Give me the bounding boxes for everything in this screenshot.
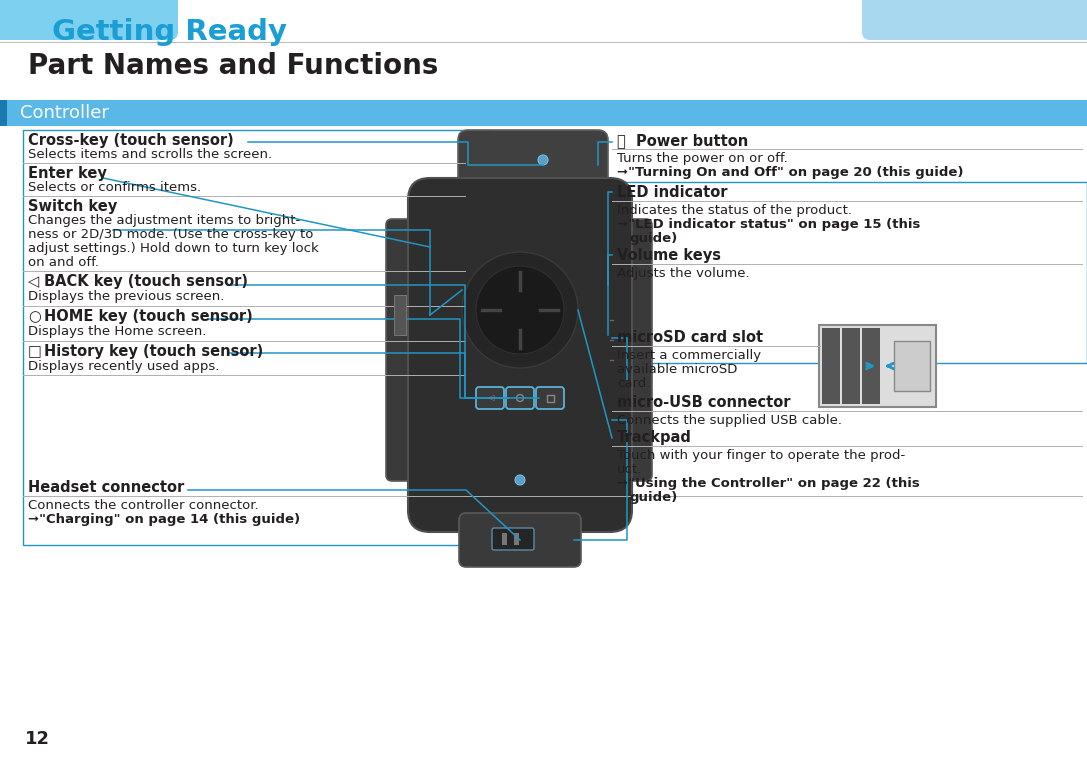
Bar	[502, 533, 507, 545]
Text: Displays recently used apps.: Displays recently used apps.	[28, 360, 220, 373]
Text: Connects the supplied USB cable.: Connects the supplied USB cable.	[617, 414, 842, 427]
Text: uct.: uct.	[617, 463, 642, 476]
Text: Changes the adjustment items to bright-: Changes the adjustment items to bright-	[28, 214, 300, 227]
Text: Controller: Controller	[20, 104, 109, 122]
Text: Indicates the status of the product.: Indicates the status of the product.	[617, 204, 852, 217]
Bar	[514, 533, 518, 545]
Text: adjust settings.) Hold down to turn key lock: adjust settings.) Hold down to turn key …	[28, 242, 318, 255]
Text: ness or 2D/3D mode. (Use the cross-key to: ness or 2D/3D mode. (Use the cross-key t…	[28, 228, 313, 241]
Text: BACK key (touch sensor): BACK key (touch sensor)	[43, 274, 248, 289]
Text: Part Names and Functions: Part Names and Functions	[28, 52, 438, 80]
Circle shape	[515, 475, 525, 485]
Text: ➞"Using the Controller" on page 22 (this: ➞"Using the Controller" on page 22 (this	[617, 477, 920, 490]
FancyBboxPatch shape	[0, 0, 178, 40]
Text: ◁: ◁	[28, 274, 39, 289]
Text: History key (touch sensor): History key (touch sensor)	[43, 344, 263, 359]
Text: ➞"Charging" on page 14 (this guide): ➞"Charging" on page 14 (this guide)	[28, 513, 300, 526]
FancyBboxPatch shape	[458, 130, 608, 200]
Text: Displays the Home screen.: Displays the Home screen.	[28, 325, 207, 338]
Text: Volume keys: Volume keys	[617, 248, 721, 263]
FancyBboxPatch shape	[476, 387, 504, 409]
Bar	[612, 355, 620, 375]
Bar	[842, 328, 860, 404]
Bar	[0, 100, 7, 126]
Text: □: □	[28, 344, 42, 359]
Text: Cross-key (touch sensor): Cross-key (touch sensor)	[28, 133, 234, 148]
Text: Switch key: Switch key	[28, 199, 117, 214]
Bar	[862, 328, 880, 404]
Text: ⏻  Power button: ⏻ Power button	[617, 133, 748, 148]
Text: microSD card slot: microSD card slot	[617, 330, 763, 345]
Text: card.: card.	[617, 377, 650, 390]
Bar	[547, 394, 553, 401]
FancyBboxPatch shape	[862, 0, 1087, 40]
Text: LED indicator: LED indicator	[617, 185, 727, 200]
FancyBboxPatch shape	[386, 219, 436, 481]
Text: Headset connector: Headset connector	[28, 480, 185, 495]
Text: HOME key (touch sensor): HOME key (touch sensor)	[43, 309, 253, 324]
Bar	[0, 100, 1087, 126]
Text: Selects items and scrolls the screen.: Selects items and scrolls the screen.	[28, 148, 272, 161]
Text: Insert a commercially: Insert a commercially	[617, 349, 761, 362]
Circle shape	[462, 252, 578, 368]
Text: Connects the controller connector.: Connects the controller connector.	[28, 499, 259, 512]
Text: ➞"Turning On and Off" on page 20 (this guide): ➞"Turning On and Off" on page 20 (this g…	[617, 166, 963, 179]
FancyBboxPatch shape	[408, 178, 632, 532]
Text: Selects or confirms items.: Selects or confirms items.	[28, 181, 201, 194]
FancyBboxPatch shape	[536, 387, 564, 409]
Text: Touch with your finger to operate the prod-: Touch with your finger to operate the pr…	[617, 449, 905, 462]
Bar	[894, 341, 930, 391]
FancyBboxPatch shape	[602, 219, 652, 481]
Text: guide): guide)	[629, 491, 677, 504]
Text: available microSD: available microSD	[617, 363, 737, 376]
Circle shape	[538, 155, 548, 165]
Text: micro-USB connector: micro-USB connector	[617, 395, 790, 410]
FancyBboxPatch shape	[459, 513, 580, 567]
FancyBboxPatch shape	[507, 387, 534, 409]
Circle shape	[476, 266, 564, 354]
Text: 12: 12	[25, 730, 50, 748]
Bar	[23, 130, 490, 545]
FancyBboxPatch shape	[492, 528, 534, 550]
Text: guide): guide)	[629, 232, 677, 245]
Bar	[393, 295, 407, 335]
Text: on and off.: on and off.	[28, 256, 99, 269]
FancyBboxPatch shape	[819, 325, 936, 407]
Text: ◁: ◁	[487, 394, 493, 403]
Bar	[612, 182, 1087, 363]
Text: ➞"LED indicator status" on page 15 (this: ➞"LED indicator status" on page 15 (this	[617, 218, 921, 231]
Text: Trackpad: Trackpad	[617, 430, 691, 445]
Text: Enter key: Enter key	[28, 166, 107, 181]
Text: Displays the previous screen.: Displays the previous screen.	[28, 290, 224, 303]
Text: Adjusts the volume.: Adjusts the volume.	[617, 267, 750, 280]
Text: ○: ○	[28, 309, 40, 324]
Bar	[822, 328, 840, 404]
Text: Turns the power on or off.: Turns the power on or off.	[617, 152, 788, 165]
Text: Getting Ready: Getting Ready	[52, 18, 287, 46]
